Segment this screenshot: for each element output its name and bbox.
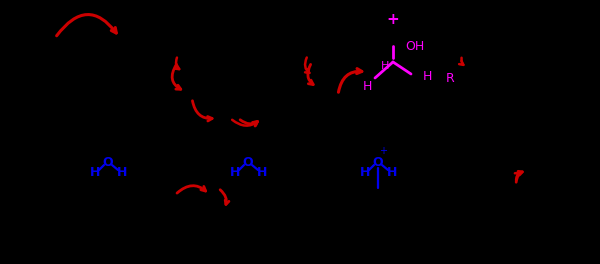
Text: H: H [360, 166, 370, 178]
Text: H: H [230, 166, 240, 178]
Text: R: R [446, 72, 454, 84]
FancyArrowPatch shape [308, 64, 313, 84]
FancyArrowPatch shape [193, 101, 212, 121]
Text: O: O [373, 157, 383, 169]
Text: H: H [387, 166, 397, 178]
FancyArrowPatch shape [459, 58, 463, 65]
FancyArrowPatch shape [516, 171, 523, 182]
FancyArrowPatch shape [177, 186, 206, 193]
Text: H: H [257, 166, 267, 178]
FancyArrowPatch shape [338, 69, 362, 92]
Text: O: O [103, 157, 113, 169]
FancyArrowPatch shape [305, 58, 310, 73]
FancyArrowPatch shape [232, 120, 257, 126]
Text: H: H [117, 166, 127, 178]
Text: H: H [362, 79, 371, 92]
FancyArrowPatch shape [172, 64, 181, 89]
FancyArrowPatch shape [240, 120, 257, 126]
FancyArrowPatch shape [175, 58, 179, 69]
FancyArrowPatch shape [220, 190, 229, 204]
Text: H: H [90, 166, 100, 178]
FancyArrowPatch shape [515, 173, 519, 180]
Text: O: O [242, 157, 253, 169]
Text: H: H [423, 69, 433, 82]
FancyArrowPatch shape [56, 15, 116, 36]
Text: +: + [386, 12, 400, 27]
Text: OH: OH [405, 40, 424, 53]
Text: +: + [379, 146, 387, 156]
Text: H: H [381, 61, 389, 71]
